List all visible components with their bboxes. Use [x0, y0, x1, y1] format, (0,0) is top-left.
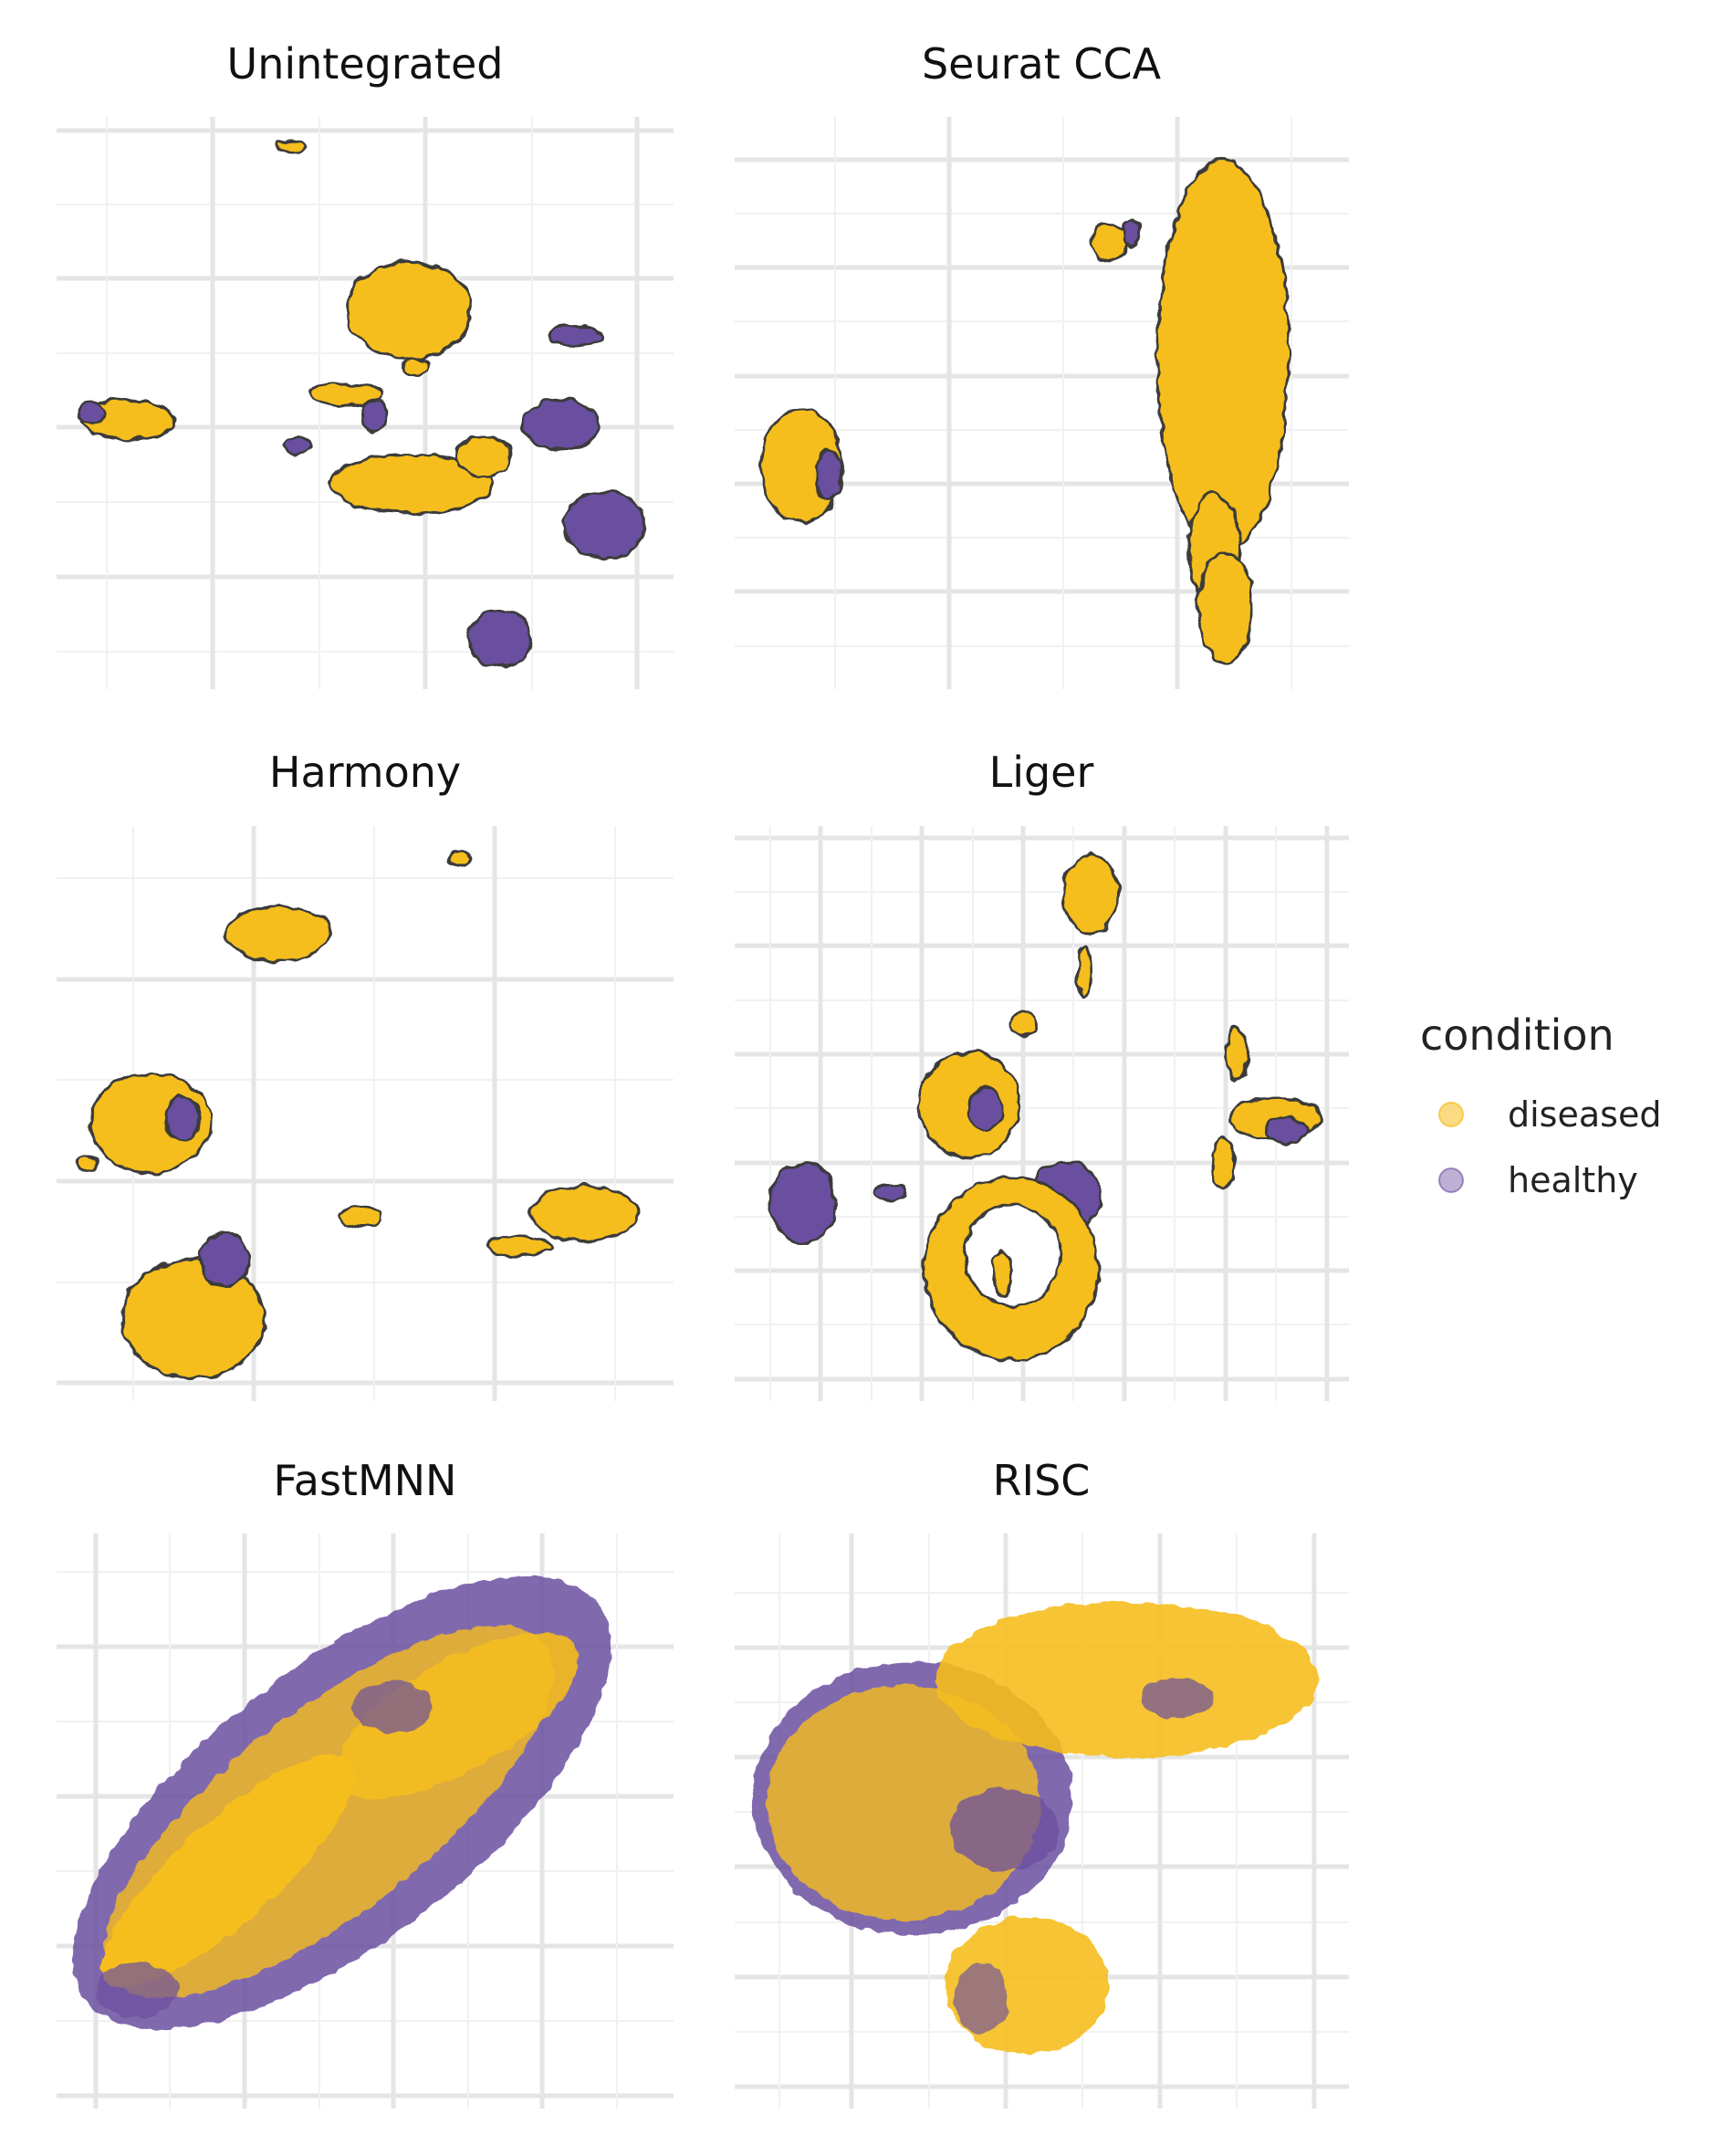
cluster: [1061, 853, 1120, 937]
cluster: [101, 1754, 355, 1988]
cluster: [77, 401, 106, 424]
panel-title: RISC: [993, 1456, 1091, 1505]
cluster: [360, 397, 389, 434]
cluster: [1265, 1115, 1309, 1145]
cluster: [872, 1183, 908, 1201]
cluster: [486, 1235, 554, 1257]
cluster: [281, 435, 312, 455]
cluster: [935, 1602, 1319, 1757]
cluster: [277, 138, 308, 154]
legend-item-diseased: diseased: [1438, 1094, 1661, 1135]
cluster: [400, 357, 431, 377]
legend-label: diseased: [1508, 1094, 1661, 1135]
cluster: [345, 260, 473, 361]
legend-label: healthy: [1508, 1160, 1638, 1200]
panel-title: Unintegrated: [227, 39, 504, 89]
cluster: [548, 324, 602, 348]
cluster: [224, 905, 333, 963]
panel-liger: Liger: [735, 748, 1349, 1401]
cell-clusters: [75, 849, 639, 1380]
cluster: [334, 1632, 579, 1800]
cell-clusters: [73, 1575, 611, 2030]
cluster: [967, 1085, 1004, 1133]
cluster: [529, 1185, 639, 1243]
cluster: [991, 1249, 1013, 1298]
cluster: [308, 382, 385, 406]
cluster: [339, 1206, 382, 1228]
legend-item-healthy: healthy: [1438, 1160, 1638, 1200]
cluster: [1155, 158, 1290, 554]
cluster: [949, 1789, 1059, 1871]
panel-title: Seurat CCA: [922, 39, 1162, 89]
cluster: [455, 434, 513, 478]
cluster: [1224, 1025, 1249, 1083]
panel-fastmnn: FastMNN: [57, 1456, 674, 2109]
cluster: [1121, 218, 1143, 247]
cluster: [466, 610, 532, 668]
cluster: [1008, 1011, 1040, 1037]
legend-swatch-healthy: [1438, 1167, 1464, 1193]
legend-title: condition: [1420, 1010, 1614, 1060]
cluster: [562, 490, 646, 560]
panel-unintegrated: Unintegrated: [57, 39, 674, 689]
cell-clusters: [753, 1602, 1319, 2054]
cell-clusters: [77, 138, 646, 668]
cluster: [1076, 945, 1092, 1000]
cluster: [964, 1203, 1062, 1307]
panel-title: FastMNN: [274, 1456, 457, 1505]
cluster: [164, 1094, 201, 1142]
cluster: [1141, 1678, 1214, 1718]
cluster: [351, 1681, 434, 1732]
cell-clusters: [759, 158, 1290, 664]
cluster: [814, 449, 843, 500]
cluster: [521, 398, 601, 451]
cluster: [1210, 1136, 1236, 1191]
cluster: [75, 1155, 100, 1173]
cluster: [327, 453, 495, 515]
cluster: [1196, 550, 1255, 664]
cluster: [447, 849, 473, 867]
cluster: [199, 1230, 250, 1289]
cluster: [120, 1258, 266, 1380]
panel-title: Liger: [989, 748, 1094, 797]
cell-clusters: [768, 853, 1323, 1362]
panel-title: Harmony: [269, 748, 461, 797]
panel-harmony: Harmony: [57, 748, 674, 1401]
cluster: [954, 1962, 1008, 2036]
legend-swatch-diseased: [1438, 1102, 1464, 1127]
cluster: [96, 1962, 178, 2017]
panel-seurat-cca: Seurat CCA: [735, 39, 1349, 689]
cluster: [768, 1161, 838, 1245]
legend: condition diseased healthy: [1420, 1010, 1661, 1200]
panel-risc: RISC: [735, 1456, 1349, 2109]
